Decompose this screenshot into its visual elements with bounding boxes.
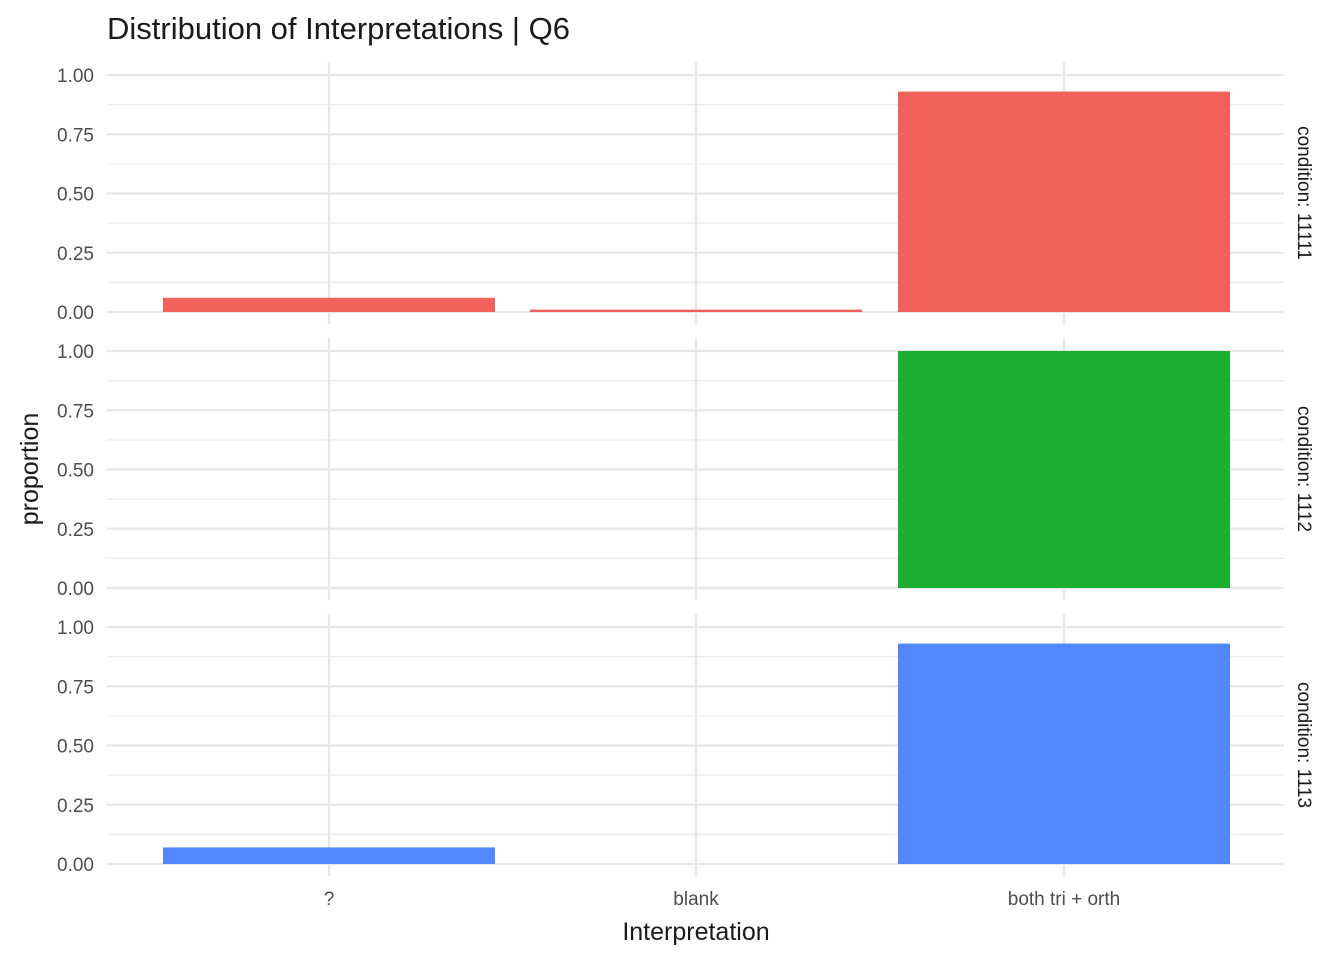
x-tick-label: both tri + orth — [1008, 889, 1120, 910]
facet-panel: 0.00 0.25 0.50 0.75 1.00 condition: 11111 — [57, 62, 1314, 324]
y-tick-label: 0.75 — [57, 125, 94, 146]
y-tick-label: 0.25 — [57, 244, 94, 265]
facet-panel: 0.00 0.25 0.50 0.75 1.00 condition: 1113 — [57, 614, 1314, 876]
bar — [163, 297, 495, 312]
y-tick-label: 0.75 — [57, 677, 94, 698]
y-tick-label: 0.00 — [57, 855, 94, 876]
x-tick-label: ? — [324, 889, 335, 910]
facet-panel: 0.00 0.25 0.50 0.75 1.00 condition: 1112 — [57, 338, 1314, 600]
bar — [898, 643, 1230, 864]
facet-strip-label: condition: 1113 — [1293, 682, 1314, 808]
y-axis-label: proportion — [16, 413, 44, 526]
y-tick-label: 0.50 — [57, 737, 94, 758]
y-tick-label: 0.00 — [57, 579, 94, 600]
y-tick-label: 1.00 — [57, 342, 94, 363]
y-tick-label: 0.75 — [57, 401, 94, 422]
y-tick-label: 0.25 — [57, 796, 94, 817]
y-tick-label: 1.00 — [57, 66, 94, 87]
y-tick-label: 0.50 — [57, 461, 94, 482]
bar — [530, 309, 862, 312]
chart-title: Distribution of Interpretations | Q6 — [107, 11, 570, 46]
bar — [163, 847, 495, 864]
bar — [898, 351, 1230, 588]
y-tick-label: 0.50 — [57, 185, 94, 206]
x-tick-label: blank — [673, 889, 719, 910]
x-axis-label: Interpretation — [622, 918, 769, 946]
y-tick-label: 0.25 — [57, 520, 94, 541]
facet-strip-label: condition: 1112 — [1293, 406, 1314, 532]
x-tick-labels: ? blank both tri + orth — [324, 889, 1121, 910]
y-tick-label: 1.00 — [57, 618, 94, 639]
bar — [898, 91, 1230, 312]
facet-strip-label: condition: 11111 — [1293, 126, 1314, 260]
y-tick-label: 0.00 — [57, 303, 94, 324]
